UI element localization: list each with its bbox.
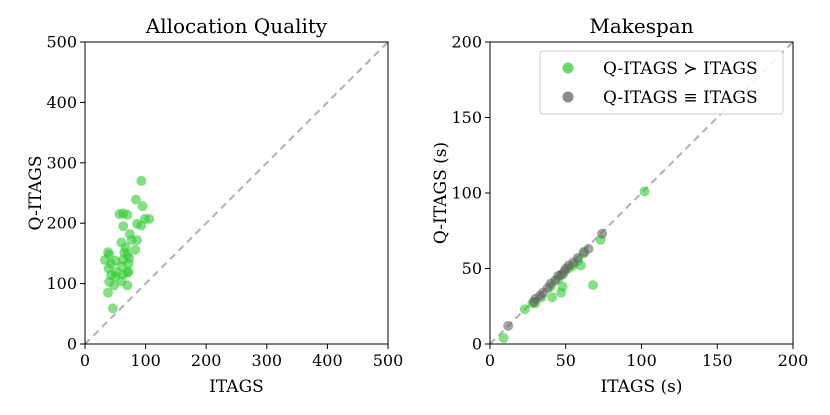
data-point bbox=[132, 218, 143, 229]
legend-label-strict: Q-ITAGS ≻ ITAGS bbox=[603, 59, 758, 79]
reference-line bbox=[84, 41, 389, 345]
data-point bbox=[126, 235, 137, 246]
legend-marker-strict bbox=[562, 62, 574, 74]
x-tick-label: 150 bbox=[702, 351, 733, 370]
data-point bbox=[122, 280, 133, 291]
legend: Q-ITAGS ≻ ITAGS Q-ITAGS ≡ ITAGS bbox=[539, 50, 784, 115]
y-tick-label: 100 bbox=[451, 184, 482, 203]
y-tick-label: 300 bbox=[46, 153, 77, 172]
data-point bbox=[107, 303, 118, 314]
data-point bbox=[130, 244, 141, 255]
data-point bbox=[498, 332, 509, 343]
data-point bbox=[137, 201, 148, 212]
y-tick-label: 100 bbox=[46, 274, 77, 293]
legend-box bbox=[539, 50, 784, 115]
y-tick-label: 400 bbox=[46, 93, 77, 112]
legend-label-equal: Q-ITAGS ≡ ITAGS bbox=[603, 88, 758, 108]
data-point bbox=[588, 280, 599, 291]
data-point bbox=[528, 296, 539, 307]
x-tick-label: 500 bbox=[373, 351, 404, 370]
data-point bbox=[144, 213, 155, 224]
x-tick-label: 0 bbox=[80, 351, 90, 370]
x-tick-label: 100 bbox=[130, 351, 161, 370]
makespan-plot: 0 50 100 150 200 0 50 100 150 200 Makespan ITAGS … bbox=[431, 14, 808, 397]
allocation-quality-plot: 0 100 200 300 400 500 0 100 200 300 400 500 Allocat… bbox=[26, 14, 403, 397]
data-point bbox=[578, 246, 589, 257]
data-point bbox=[503, 320, 514, 331]
x-tick-label: 400 bbox=[312, 351, 343, 370]
plot-frame bbox=[84, 41, 389, 345]
y-tick-label: 200 bbox=[451, 33, 482, 52]
data-point bbox=[130, 194, 141, 205]
x-tick-label: 50 bbox=[556, 351, 576, 370]
data-point bbox=[109, 280, 120, 291]
data-point bbox=[556, 287, 567, 298]
y-axis-label: Q-ITAGS bbox=[26, 156, 46, 231]
data-point bbox=[118, 221, 129, 232]
x-axis-label: ITAGS (s) bbox=[600, 377, 682, 397]
chart-title: Allocation Quality bbox=[145, 14, 328, 38]
y-tick-label: 500 bbox=[46, 33, 77, 52]
data-point bbox=[575, 260, 586, 271]
x-tick-label: 300 bbox=[252, 351, 283, 370]
y-tick-label: 200 bbox=[46, 214, 77, 233]
y-tick-label: 50 bbox=[462, 259, 482, 278]
data-point bbox=[639, 186, 650, 197]
data-point bbox=[519, 304, 530, 315]
y-tick-label: 0 bbox=[472, 335, 482, 354]
data-point bbox=[136, 175, 147, 186]
x-axis-label: ITAGS bbox=[209, 377, 264, 397]
legend-marker-equal bbox=[562, 91, 574, 103]
data-point bbox=[547, 292, 558, 303]
x-tick-label: 200 bbox=[778, 351, 809, 370]
y-axis-label: Q-ITAGS (s) bbox=[431, 142, 451, 244]
data-point bbox=[122, 209, 133, 220]
x-tick-label: 200 bbox=[191, 351, 222, 370]
chart-title: Makespan bbox=[589, 14, 693, 38]
data-point bbox=[597, 228, 608, 239]
data-point bbox=[103, 287, 114, 298]
y-tick-label: 0 bbox=[67, 335, 77, 354]
x-tick-label: 100 bbox=[626, 351, 657, 370]
x-tick-label: 0 bbox=[485, 351, 495, 370]
y-tick-label: 150 bbox=[451, 108, 482, 127]
